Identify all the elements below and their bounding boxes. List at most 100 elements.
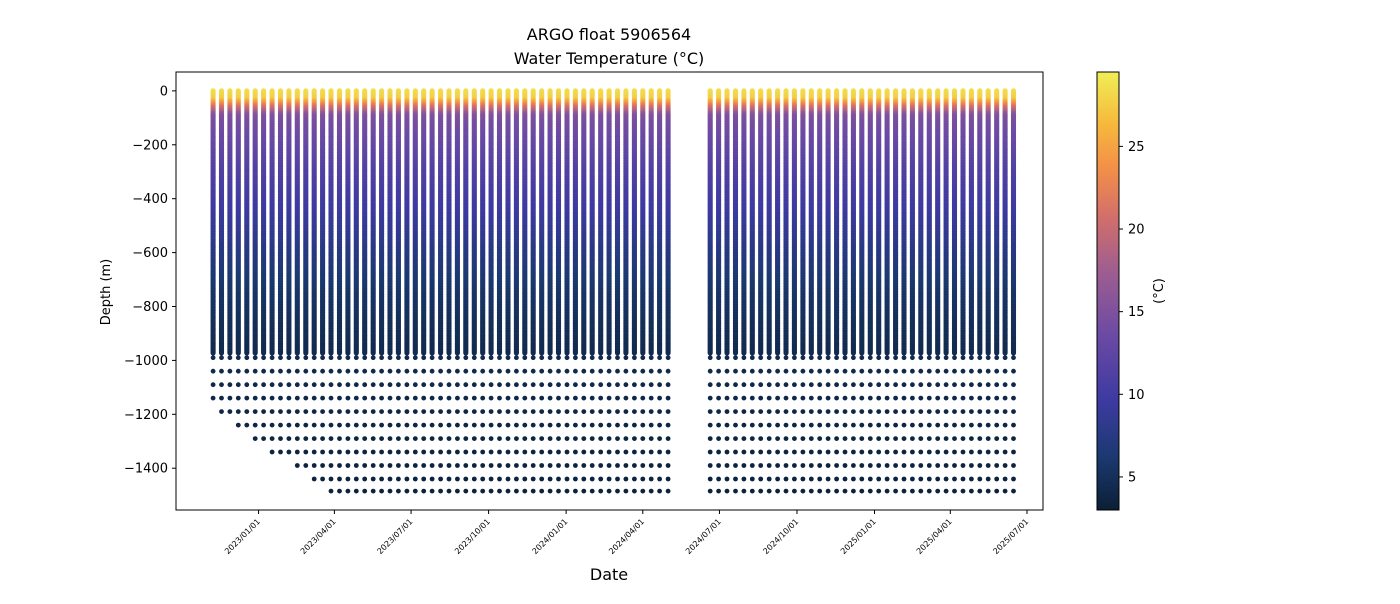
data-point (404, 395, 410, 401)
data-point (328, 449, 334, 455)
data-point (345, 395, 351, 401)
data-point (438, 476, 443, 482)
data-point (261, 395, 266, 401)
data-point (337, 449, 342, 455)
data-point (303, 449, 309, 455)
data-point (387, 463, 393, 468)
data-point (328, 476, 334, 482)
data-point (235, 368, 241, 374)
data-point (353, 449, 359, 455)
data-point (277, 350, 284, 356)
data-point (370, 476, 376, 482)
data-point (278, 449, 283, 455)
data-point (294, 382, 300, 388)
data-point (269, 449, 275, 455)
data-point (320, 382, 325, 388)
data-point (252, 382, 258, 388)
data-point (446, 436, 452, 441)
data-point (244, 382, 250, 388)
chart-title: ARGO float 5906564 (527, 25, 691, 44)
data-point (404, 488, 410, 494)
data-point (429, 355, 435, 361)
data-point (438, 368, 443, 374)
data-point (387, 449, 393, 455)
data-point (328, 488, 334, 494)
data-point (438, 355, 443, 361)
data-point (404, 463, 410, 468)
data-point (244, 409, 250, 414)
data-point (446, 488, 452, 494)
data-point (320, 350, 326, 356)
chart-subtitle: Water Temperature (°C) (514, 49, 704, 68)
data-point (438, 449, 443, 455)
data-point (320, 355, 325, 361)
data-point (320, 422, 325, 428)
data-point (269, 350, 275, 356)
data-point (345, 382, 351, 388)
data-point (278, 368, 283, 374)
data-point (252, 409, 258, 414)
data-point (337, 476, 342, 482)
data-point (421, 422, 427, 428)
data-point (252, 368, 258, 374)
data-point (311, 409, 317, 414)
data-point (370, 436, 376, 441)
data-point (438, 350, 444, 356)
data-point (261, 422, 266, 428)
data-point (429, 395, 435, 401)
data-point (286, 409, 292, 414)
data-point (362, 422, 368, 428)
data-point (362, 368, 368, 374)
data-point (412, 436, 418, 441)
data-point (311, 382, 317, 388)
data-point (345, 476, 351, 482)
data-point (404, 422, 410, 428)
data-point (412, 368, 418, 374)
data-point (278, 436, 283, 441)
data-point (396, 436, 401, 441)
data-point (370, 368, 376, 374)
data-point (303, 368, 309, 374)
data-point (387, 355, 393, 361)
data-point (387, 476, 393, 482)
data-point (269, 368, 275, 374)
data-point (412, 488, 418, 494)
data-point (278, 422, 283, 428)
data-point (362, 382, 368, 388)
data-point (252, 350, 258, 356)
data-point (438, 436, 443, 441)
data-point (328, 436, 334, 441)
data-point (235, 355, 241, 361)
data-point (446, 422, 452, 428)
data-point (219, 355, 224, 361)
data-point (438, 422, 443, 428)
data-point (412, 350, 418, 356)
data-point (379, 422, 384, 428)
data-point (328, 422, 334, 428)
data-point (387, 409, 393, 414)
data-point (303, 395, 309, 401)
data-point (362, 488, 368, 494)
data-point (269, 409, 275, 414)
data-point (412, 395, 418, 401)
data-point (328, 409, 334, 414)
data-point (252, 436, 258, 441)
data-point (219, 409, 224, 414)
data-point (328, 355, 334, 361)
data-point (446, 382, 452, 388)
data-point (328, 395, 334, 401)
data-point (320, 476, 325, 482)
data-point (244, 350, 250, 356)
data-point (345, 436, 351, 441)
data-point (421, 476, 427, 482)
data-point (446, 355, 452, 361)
data-point (421, 488, 427, 494)
data-point (328, 350, 334, 356)
data-point (404, 436, 410, 441)
data-point (261, 382, 266, 388)
data-point (336, 350, 343, 356)
data-point (227, 395, 233, 401)
data-point (337, 355, 342, 361)
